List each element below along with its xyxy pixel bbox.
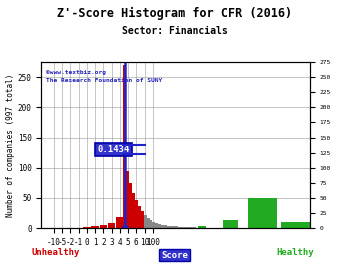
Bar bbox=[138, 206, 141, 228]
Bar bbox=[147, 218, 149, 228]
Bar bbox=[108, 223, 115, 228]
Bar bbox=[193, 227, 196, 228]
Bar bbox=[181, 227, 184, 228]
Bar bbox=[176, 226, 179, 228]
Text: The Research Foundation of SUNY: The Research Foundation of SUNY bbox=[45, 78, 162, 83]
Bar bbox=[129, 183, 132, 228]
Bar bbox=[141, 211, 144, 228]
Bar bbox=[172, 226, 176, 228]
Bar bbox=[190, 227, 193, 228]
Bar bbox=[100, 225, 107, 228]
Text: Unhealthy: Unhealthy bbox=[32, 248, 80, 257]
Bar bbox=[170, 226, 172, 228]
Text: Healthy: Healthy bbox=[276, 248, 314, 257]
Bar bbox=[167, 226, 170, 228]
Bar bbox=[116, 217, 123, 228]
Bar bbox=[144, 215, 147, 228]
Bar bbox=[248, 198, 276, 228]
Bar bbox=[83, 227, 90, 228]
Bar bbox=[126, 171, 129, 228]
Bar bbox=[187, 227, 190, 228]
Text: Score: Score bbox=[161, 251, 188, 260]
Bar bbox=[198, 226, 206, 228]
Bar bbox=[123, 65, 126, 228]
Bar bbox=[149, 220, 152, 228]
Bar bbox=[179, 227, 181, 228]
Text: Sector: Financials: Sector: Financials bbox=[122, 26, 228, 36]
Bar bbox=[135, 200, 138, 228]
Y-axis label: Number of companies (997 total): Number of companies (997 total) bbox=[6, 73, 15, 217]
Bar bbox=[91, 226, 99, 228]
Bar bbox=[158, 224, 161, 228]
Bar bbox=[152, 222, 155, 228]
Bar bbox=[132, 193, 135, 228]
Bar bbox=[281, 222, 310, 228]
Bar bbox=[164, 225, 167, 228]
Text: 0.1434: 0.1434 bbox=[97, 145, 129, 154]
Text: ©www.textbiz.org: ©www.textbiz.org bbox=[45, 70, 105, 75]
Bar bbox=[184, 227, 187, 228]
Bar bbox=[161, 225, 164, 228]
Bar bbox=[223, 220, 238, 228]
Bar bbox=[155, 223, 158, 228]
Text: Z'-Score Histogram for CFR (2016): Z'-Score Histogram for CFR (2016) bbox=[57, 7, 292, 20]
